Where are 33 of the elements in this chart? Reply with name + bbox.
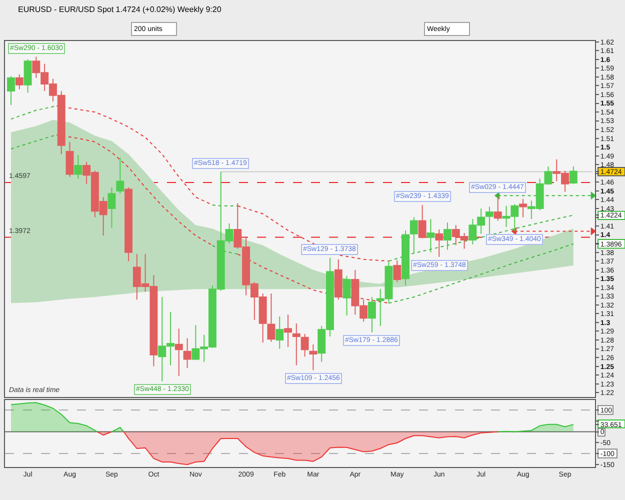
line-series (237, 205, 390, 262)
candlestick (284, 314, 292, 348)
candlestick (435, 229, 444, 258)
candlestick (276, 316, 284, 350)
candlestick (66, 141, 74, 178)
candlestick (15, 74, 24, 90)
candlestick (116, 157, 124, 194)
candlestick (426, 218, 435, 253)
candlestick (309, 344, 318, 371)
candlestick (444, 222, 452, 250)
candlestick (108, 186, 116, 228)
candlestick (174, 328, 183, 376)
candlestick (7, 76, 15, 106)
candlestick (74, 154, 82, 180)
chart-title: EURUSD - EUR/USD Spot 1.4724 (+0.02%) Weekly 9:20 (18, 4, 222, 14)
candlestick (486, 206, 494, 234)
candlestick (292, 322, 300, 366)
candlestick (393, 260, 402, 283)
candlestick (569, 166, 578, 184)
candlestick (24, 58, 32, 94)
candlestick (519, 198, 528, 218)
candlestick (300, 333, 309, 358)
candlestick (334, 258, 342, 300)
candlestick (402, 230, 410, 286)
candlestick (410, 216, 418, 254)
line-series (388, 214, 574, 262)
candlestick (368, 296, 376, 333)
line-series (388, 243, 574, 304)
candlestick (183, 338, 192, 369)
candlestick (418, 204, 426, 239)
candlestick (342, 276, 351, 316)
candlestick (124, 186, 132, 262)
line-series (237, 254, 390, 304)
